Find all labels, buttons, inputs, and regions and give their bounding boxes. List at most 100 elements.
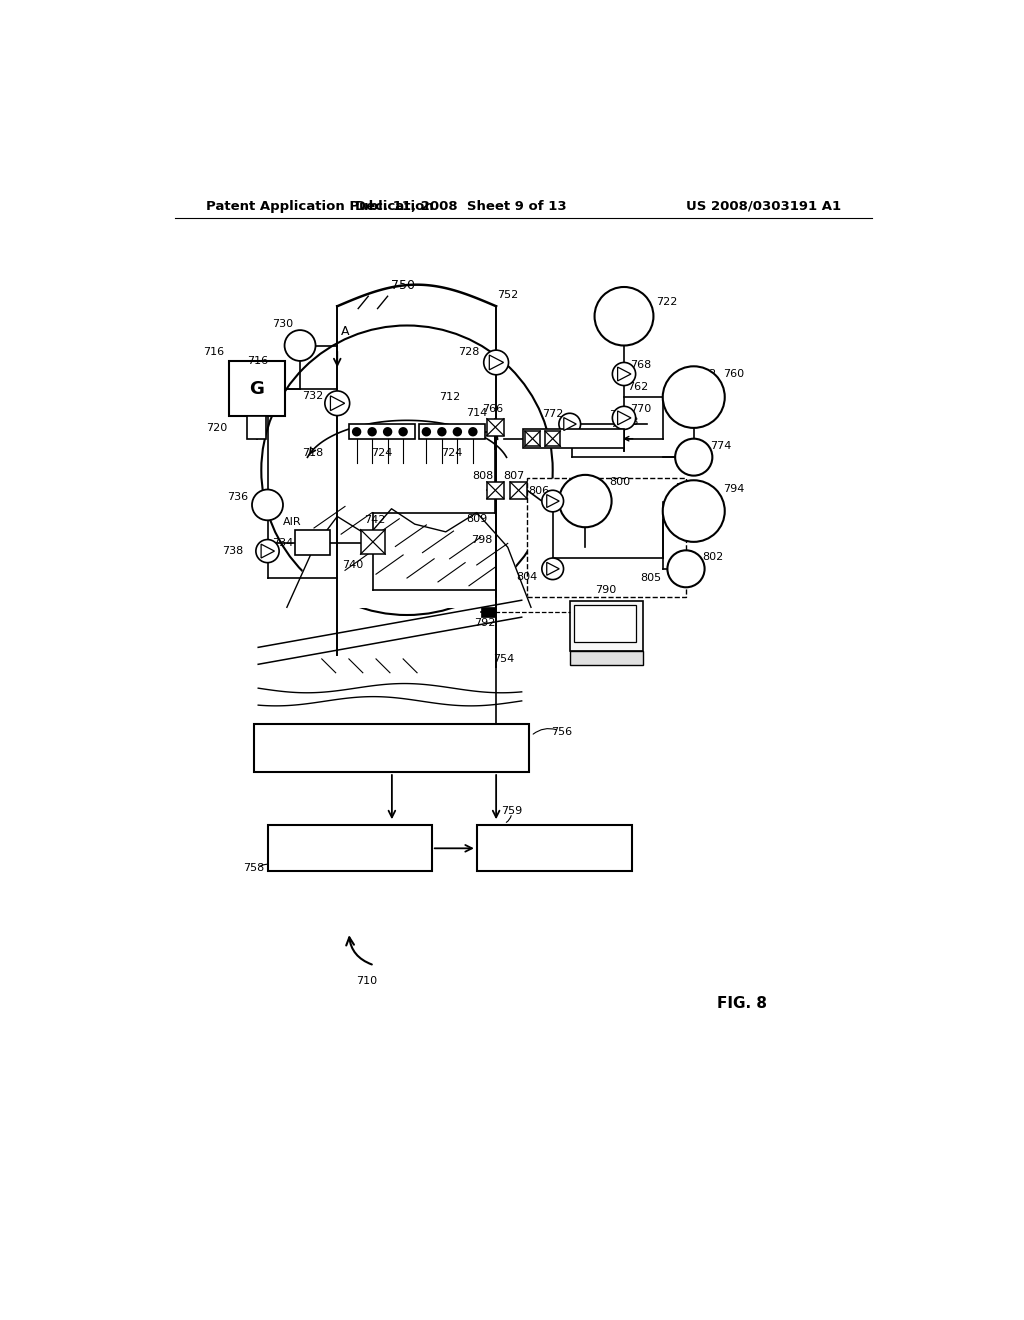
Polygon shape <box>261 544 274 558</box>
Circle shape <box>256 540 280 562</box>
Text: 774: 774 <box>711 441 731 450</box>
Text: 720: 720 <box>207 422 227 433</box>
Text: F: F <box>264 499 271 511</box>
Text: A: A <box>296 339 304 352</box>
Bar <box>349 424 415 440</box>
Circle shape <box>612 407 636 429</box>
Bar <box>569 601 643 651</box>
Text: A: A <box>341 325 349 338</box>
Text: 724: 724 <box>441 449 462 458</box>
Polygon shape <box>547 495 559 507</box>
Text: 805: 805 <box>641 573 662 583</box>
Bar <box>510 482 527 499</box>
Text: 730: 730 <box>272 319 294 329</box>
Text: OVEN: OVEN <box>532 841 575 855</box>
Bar <box>486 418 504 436</box>
Text: 734: 734 <box>272 539 294 548</box>
Circle shape <box>483 350 509 375</box>
Text: H$_2$O: H$_2$O <box>572 494 599 508</box>
Circle shape <box>663 480 725 543</box>
Text: 802: 802 <box>702 552 724 562</box>
Text: G: G <box>249 380 264 397</box>
Text: 780: 780 <box>528 434 549 444</box>
Text: CE: CE <box>684 391 703 404</box>
Bar <box>573 605 636 642</box>
Circle shape <box>261 326 553 615</box>
Text: KILN: KILN <box>332 841 368 855</box>
Text: AIR: AIR <box>283 517 302 527</box>
Text: 722: 722 <box>656 297 677 308</box>
Text: 762: 762 <box>628 381 648 392</box>
Text: SECOND SHEET STATION: SECOND SHEET STATION <box>296 742 487 755</box>
Polygon shape <box>547 562 559 576</box>
Circle shape <box>423 428 430 436</box>
Text: 772: 772 <box>542 409 563 418</box>
Circle shape <box>559 475 611 527</box>
Circle shape <box>469 428 477 436</box>
Text: US 2008/0303191 A1: US 2008/0303191 A1 <box>686 199 841 213</box>
Text: 732: 732 <box>302 391 324 400</box>
Text: XLINK: XLINK <box>677 506 710 516</box>
Text: 807: 807 <box>504 471 524 480</box>
Circle shape <box>542 558 563 579</box>
Text: 768: 768 <box>631 360 651 370</box>
Text: 796: 796 <box>676 483 696 492</box>
Text: 756: 756 <box>552 727 572 737</box>
Text: 760: 760 <box>724 370 744 379</box>
Bar <box>419 424 484 440</box>
Text: 764: 764 <box>609 409 631 420</box>
Circle shape <box>542 490 563 512</box>
Circle shape <box>325 391 349 416</box>
Text: 759: 759 <box>501 807 522 816</box>
Text: 770: 770 <box>631 404 651 413</box>
Bar <box>527 478 686 598</box>
Polygon shape <box>617 367 631 381</box>
Bar <box>569 651 643 665</box>
Text: S: S <box>689 450 698 465</box>
Circle shape <box>668 550 705 587</box>
Text: 714: 714 <box>466 408 487 417</box>
Circle shape <box>352 428 360 436</box>
Bar <box>523 429 624 447</box>
Text: S: S <box>682 562 690 576</box>
Bar <box>248 416 266 440</box>
Text: 716: 716 <box>204 347 224 356</box>
Text: 752: 752 <box>497 290 518 301</box>
Circle shape <box>369 428 376 436</box>
Polygon shape <box>331 396 345 411</box>
Text: 736: 736 <box>227 492 249 502</box>
Text: Dec. 11, 2008  Sheet 9 of 13: Dec. 11, 2008 Sheet 9 of 13 <box>355 199 567 213</box>
Polygon shape <box>489 355 504 370</box>
Bar <box>360 529 385 554</box>
Circle shape <box>384 428 391 436</box>
Text: 800: 800 <box>609 477 631 487</box>
Bar <box>267 825 432 871</box>
Circle shape <box>252 490 283 520</box>
Text: 724: 724 <box>371 449 392 458</box>
Text: 758: 758 <box>243 862 264 873</box>
Text: 728: 728 <box>459 347 479 358</box>
Text: 794: 794 <box>723 484 744 495</box>
Text: 738: 738 <box>222 546 244 556</box>
Bar <box>477 825 632 871</box>
Bar <box>228 360 285 416</box>
Bar <box>481 607 496 616</box>
Bar <box>295 531 330 554</box>
Bar <box>545 432 560 446</box>
Circle shape <box>559 413 581 434</box>
Text: 750: 750 <box>391 279 415 292</box>
Bar <box>524 432 541 446</box>
Text: 778: 778 <box>617 417 639 426</box>
Circle shape <box>285 330 315 360</box>
Circle shape <box>438 428 445 436</box>
Text: 716: 716 <box>247 356 268 366</box>
Text: 766: 766 <box>482 404 504 414</box>
Circle shape <box>612 363 636 385</box>
Text: 790: 790 <box>596 585 616 595</box>
Circle shape <box>454 428 461 436</box>
Text: 792: 792 <box>474 618 496 628</box>
Circle shape <box>399 428 407 436</box>
Text: 776: 776 <box>555 434 577 444</box>
Polygon shape <box>617 411 631 425</box>
Text: 712: 712 <box>439 392 460 403</box>
